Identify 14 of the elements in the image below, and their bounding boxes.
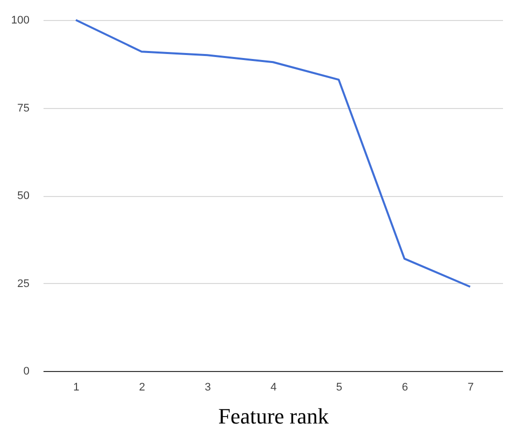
x-axis-title: Feature rank bbox=[218, 404, 329, 428]
x-tick-label: 4 bbox=[270, 382, 277, 394]
y-tick-label: 50 bbox=[17, 190, 30, 202]
x-tick-label: 1 bbox=[73, 382, 80, 394]
x-tick-label: 6 bbox=[402, 382, 408, 394]
x-tick-label: 3 bbox=[204, 382, 211, 394]
y-tick-label: 25 bbox=[17, 278, 30, 290]
line-series bbox=[74, 19, 472, 288]
x-tick-label: 2 bbox=[139, 382, 146, 394]
y-tick-label: 100 bbox=[11, 14, 30, 26]
x-tick-label: 7 bbox=[468, 382, 474, 394]
y-tick-label: 75 bbox=[17, 102, 30, 114]
x-tick-label: 5 bbox=[336, 382, 342, 394]
y-tick-label: 0 bbox=[23, 366, 30, 378]
